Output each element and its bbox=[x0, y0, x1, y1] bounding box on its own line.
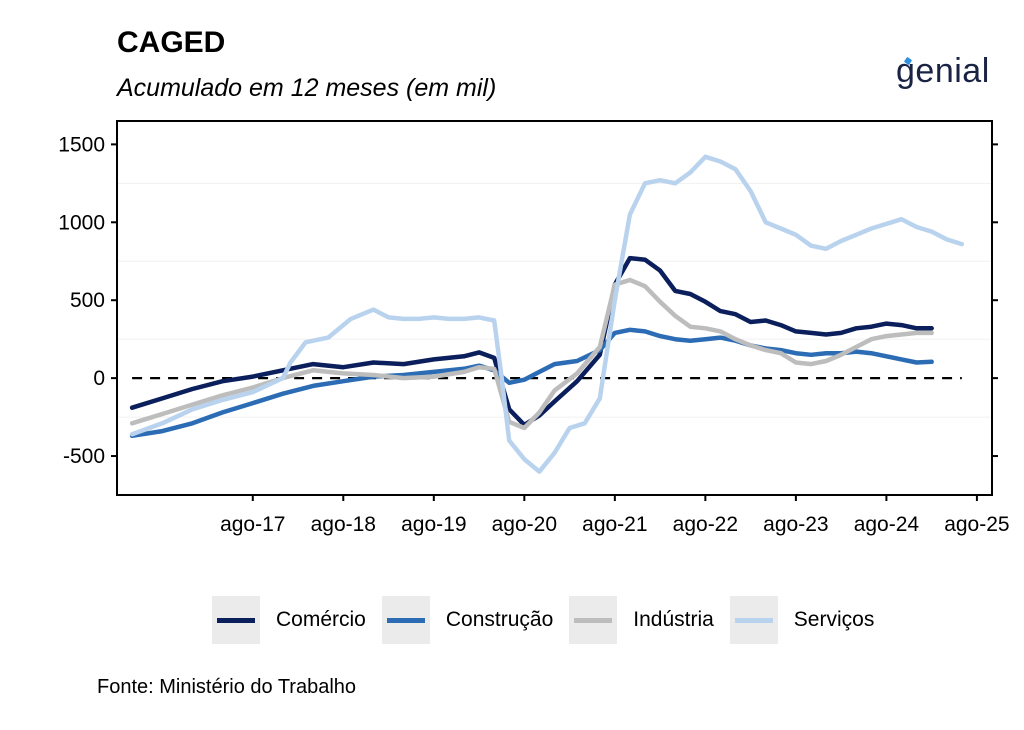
series-line-indústria bbox=[129, 277, 934, 431]
y-tick-label: 1500 bbox=[58, 133, 105, 156]
series-line-construção bbox=[129, 327, 934, 439]
genial-logo: genial bbox=[896, 52, 990, 90]
legend-item-serviços: Serviços bbox=[729, 596, 875, 644]
x-tick-label: ago-19 bbox=[401, 513, 466, 536]
x-tick-label: ago-20 bbox=[492, 513, 557, 536]
chart-subtitle: Acumulado em 12 meses (em mil) bbox=[117, 74, 497, 102]
legend-item-indústria: Indústria bbox=[569, 596, 714, 644]
x-tick-label: ago-18 bbox=[311, 513, 376, 536]
legend-label: Construção bbox=[445, 608, 554, 631]
legend-swatch bbox=[217, 618, 255, 623]
legend-item-construção: Construção bbox=[381, 596, 554, 644]
y-tick-label: 500 bbox=[70, 289, 105, 312]
legend-swatch bbox=[734, 618, 773, 623]
line-chart: -500 0 500 1000 1500 ago-17 ago-18 ago-19 ago-2… bbox=[58, 120, 1010, 536]
legend-key bbox=[212, 596, 260, 644]
y-tick-label: 1000 bbox=[58, 211, 105, 234]
plot-frame bbox=[116, 120, 993, 496]
legend-swatch bbox=[574, 618, 613, 623]
legend-item-comércio: Comércio bbox=[212, 596, 366, 644]
x-tick-label: ago-24 bbox=[854, 513, 920, 536]
x-tick-label: ago-17 bbox=[220, 513, 285, 536]
legend-label: Indústria bbox=[633, 608, 714, 631]
chart-title: CAGED bbox=[117, 26, 226, 59]
series-line-serviços bbox=[129, 154, 965, 474]
x-tick-label: ago-21 bbox=[582, 513, 647, 536]
legend-key bbox=[569, 596, 618, 644]
x-axis-ticks: ago-17 ago-18 ago-19 ago-20 ago-21 ago-22 ago-… bbox=[220, 495, 1010, 536]
source-note: Fonte: Ministério do Trabalho bbox=[97, 676, 357, 698]
legend-key bbox=[381, 596, 430, 644]
x-tick-label: ago-22 bbox=[673, 513, 738, 536]
grid-lines bbox=[117, 182, 992, 418]
x-tick-label: ago-25 bbox=[944, 513, 1009, 536]
legend-label: Comércio bbox=[276, 608, 366, 631]
y-tick-label: 0 bbox=[93, 367, 105, 390]
legend: Comércio Construção Indústria Serviços bbox=[212, 596, 890, 644]
y-axis-ticks: -500 0 500 1000 1500 bbox=[58, 133, 998, 468]
series-lines bbox=[129, 154, 965, 474]
legend-swatch bbox=[386, 618, 425, 623]
y-tick-label: -500 bbox=[63, 445, 105, 468]
legend-label: Serviços bbox=[793, 608, 875, 631]
legend-key bbox=[729, 596, 778, 644]
axes bbox=[116, 120, 993, 496]
x-tick-label: ago-23 bbox=[763, 513, 828, 536]
series-line-comércio bbox=[129, 255, 934, 428]
